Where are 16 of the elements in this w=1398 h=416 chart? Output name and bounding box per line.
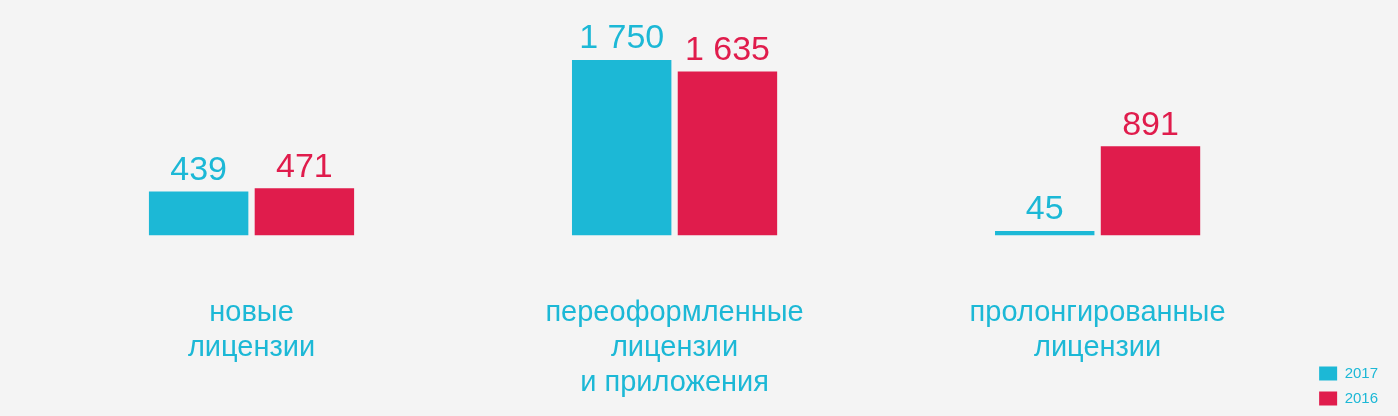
data-label: 1 750	[579, 17, 665, 56]
bar	[148, 191, 249, 236]
x-tick-label: переоформленные лицензии и приложения	[545, 294, 804, 397]
data-label: 891	[1122, 103, 1179, 142]
bar	[254, 188, 355, 236]
data-label: 1 635	[684, 28, 770, 67]
data-label: 439	[170, 148, 228, 187]
data-label: 45	[1025, 188, 1064, 227]
bar	[571, 60, 672, 236]
legend-label: 2016	[1344, 388, 1379, 406]
x-tick-label: новые лицензии	[187, 294, 316, 362]
data-label: 471	[276, 145, 333, 184]
x-tick-label: пролонгированные лицензии	[969, 294, 1226, 362]
bar	[677, 71, 778, 236]
legend-label: 2017	[1344, 363, 1379, 381]
bar	[1100, 146, 1201, 236]
